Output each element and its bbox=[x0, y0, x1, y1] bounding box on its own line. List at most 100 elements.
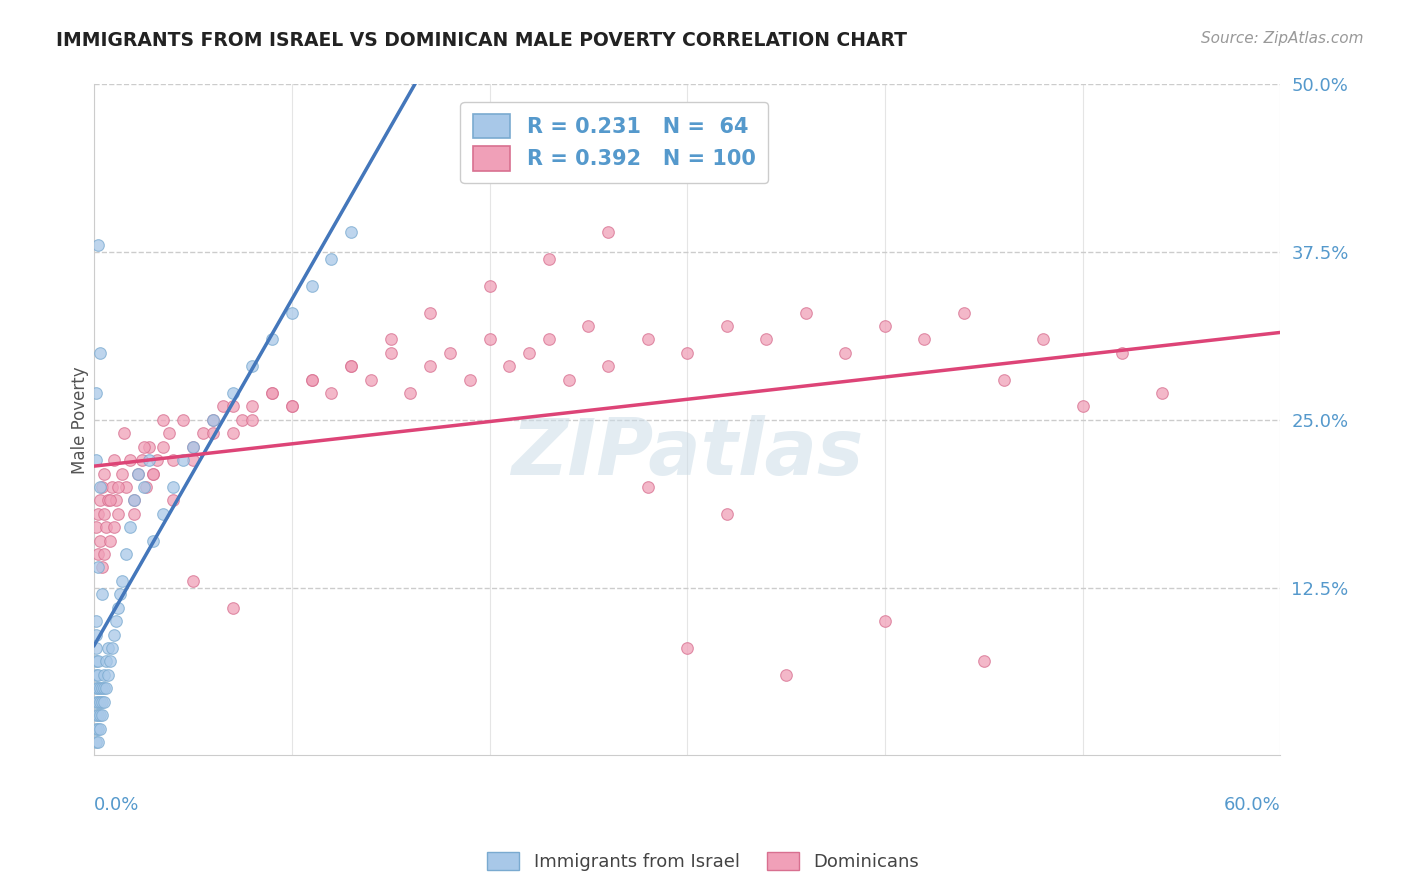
Point bbox=[240, 413, 263, 427]
Point bbox=[716, 318, 738, 333]
Point bbox=[98, 655, 121, 669]
Point bbox=[142, 467, 165, 481]
Point bbox=[84, 695, 107, 709]
Point bbox=[162, 480, 184, 494]
Point bbox=[201, 426, 224, 441]
Point bbox=[132, 440, 155, 454]
Point bbox=[127, 467, 149, 481]
Point bbox=[87, 735, 110, 749]
Point bbox=[973, 655, 995, 669]
Point bbox=[87, 655, 110, 669]
Point bbox=[87, 695, 110, 709]
Point bbox=[103, 520, 125, 534]
Point bbox=[181, 453, 204, 467]
Point bbox=[89, 346, 111, 360]
Point bbox=[557, 373, 579, 387]
Point bbox=[498, 359, 520, 374]
Point bbox=[94, 520, 117, 534]
Legend: Immigrants from Israel, Dominicans: Immigrants from Israel, Dominicans bbox=[479, 845, 927, 879]
Point bbox=[152, 440, 174, 454]
Text: 0.0%: 0.0% bbox=[94, 796, 139, 814]
Point bbox=[873, 318, 896, 333]
Point bbox=[181, 440, 204, 454]
Point bbox=[260, 386, 283, 401]
Point bbox=[380, 332, 402, 346]
Point bbox=[260, 386, 283, 401]
Point bbox=[201, 413, 224, 427]
Point bbox=[637, 480, 659, 494]
Point bbox=[716, 507, 738, 521]
Point bbox=[84, 735, 107, 749]
Text: 60.0%: 60.0% bbox=[1223, 796, 1281, 814]
Point bbox=[104, 493, 127, 508]
Point bbox=[340, 225, 363, 239]
Point bbox=[576, 318, 599, 333]
Point bbox=[993, 373, 1015, 387]
Point bbox=[91, 695, 114, 709]
Point bbox=[221, 600, 243, 615]
Point bbox=[87, 668, 110, 682]
Point bbox=[914, 332, 936, 346]
Point bbox=[101, 640, 124, 655]
Point bbox=[84, 722, 107, 736]
Point bbox=[231, 413, 253, 427]
Point bbox=[380, 346, 402, 360]
Point bbox=[517, 346, 540, 360]
Point bbox=[419, 359, 441, 374]
Point bbox=[834, 346, 856, 360]
Point bbox=[221, 386, 243, 401]
Point bbox=[87, 238, 110, 252]
Point bbox=[118, 520, 141, 534]
Legend: R = 0.231   N =  64, R = 0.392   N = 100: R = 0.231 N = 64, R = 0.392 N = 100 bbox=[460, 102, 769, 183]
Point bbox=[138, 453, 160, 467]
Point bbox=[98, 533, 121, 548]
Point bbox=[97, 668, 120, 682]
Point bbox=[1032, 332, 1054, 346]
Point bbox=[87, 722, 110, 736]
Point bbox=[84, 627, 107, 641]
Point bbox=[111, 467, 134, 481]
Point bbox=[101, 480, 124, 494]
Point bbox=[84, 640, 107, 655]
Point bbox=[97, 640, 120, 655]
Point bbox=[152, 413, 174, 427]
Point bbox=[181, 440, 204, 454]
Point bbox=[142, 467, 165, 481]
Point bbox=[399, 386, 422, 401]
Point bbox=[107, 600, 129, 615]
Point bbox=[89, 708, 111, 723]
Point bbox=[321, 252, 343, 266]
Point bbox=[478, 278, 501, 293]
Point bbox=[146, 453, 169, 467]
Point bbox=[301, 373, 323, 387]
Point bbox=[537, 332, 560, 346]
Point bbox=[240, 400, 263, 414]
Point bbox=[84, 520, 107, 534]
Point bbox=[93, 668, 115, 682]
Point bbox=[172, 413, 194, 427]
Point bbox=[89, 533, 111, 548]
Point bbox=[1111, 346, 1133, 360]
Point bbox=[87, 507, 110, 521]
Point bbox=[89, 480, 111, 494]
Point bbox=[221, 400, 243, 414]
Point bbox=[676, 640, 699, 655]
Point bbox=[111, 574, 134, 588]
Point bbox=[598, 359, 620, 374]
Point bbox=[127, 467, 149, 481]
Y-axis label: Male Poverty: Male Poverty bbox=[72, 366, 89, 474]
Point bbox=[91, 708, 114, 723]
Point bbox=[953, 305, 976, 319]
Point bbox=[135, 480, 157, 494]
Point bbox=[537, 252, 560, 266]
Point bbox=[89, 695, 111, 709]
Text: Source: ZipAtlas.com: Source: ZipAtlas.com bbox=[1201, 31, 1364, 46]
Point bbox=[114, 547, 136, 561]
Point bbox=[340, 359, 363, 374]
Text: IMMIGRANTS FROM ISRAEL VS DOMINICAN MALE POVERTY CORRELATION CHART: IMMIGRANTS FROM ISRAEL VS DOMINICAN MALE… bbox=[56, 31, 907, 50]
Point bbox=[1071, 400, 1094, 414]
Point bbox=[419, 305, 441, 319]
Point bbox=[281, 400, 304, 414]
Point bbox=[84, 614, 107, 628]
Point bbox=[201, 413, 224, 427]
